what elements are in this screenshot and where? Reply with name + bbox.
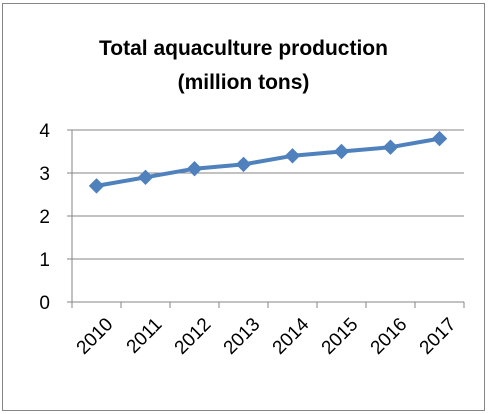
data-point-marker — [137, 169, 154, 186]
data-point-marker — [431, 130, 448, 147]
series-group — [88, 130, 448, 194]
x-tick-label: 2013 — [220, 314, 265, 359]
x-tick-label: 2010 — [73, 314, 118, 359]
x-tick-label: 2017 — [416, 314, 461, 359]
gridlines — [72, 129, 464, 260]
y-tick-label: 4 — [39, 121, 50, 142]
series-line — [96, 136, 440, 188]
axes — [67, 129, 465, 308]
x-tick-label: 2016 — [367, 314, 412, 359]
x-tick-labels: 2010 2011 2012 2013 2014 2015 2016 2017 — [73, 314, 461, 359]
data-point-marker — [186, 160, 203, 177]
y-tick-label: 3 — [39, 164, 50, 185]
y-tick-label: 1 — [39, 250, 50, 271]
data-point-marker — [235, 156, 252, 173]
x-tick-label: 2015 — [318, 314, 363, 359]
data-point-marker — [382, 139, 399, 155]
y-tick-label: 2 — [39, 207, 50, 228]
chart-title-line2: (million tons) — [177, 71, 310, 94]
x-tick-label: 2011 — [123, 314, 167, 358]
data-point-marker — [333, 143, 350, 160]
y-tick-labels: 0 1 2 3 4 — [39, 121, 50, 314]
chart-title-line1: Total aquaculture production — [99, 37, 388, 60]
chart-frame: Total aquaculture production (million to… — [2, 3, 485, 411]
chart-title: Total aquaculture production (million to… — [3, 32, 484, 100]
y-tick-label: 0 — [39, 293, 50, 314]
data-point-marker — [284, 148, 301, 164]
x-tick-label: 2014 — [269, 314, 314, 359]
x-tick-label: 2012 — [171, 314, 216, 359]
data-point-marker — [88, 178, 105, 194]
